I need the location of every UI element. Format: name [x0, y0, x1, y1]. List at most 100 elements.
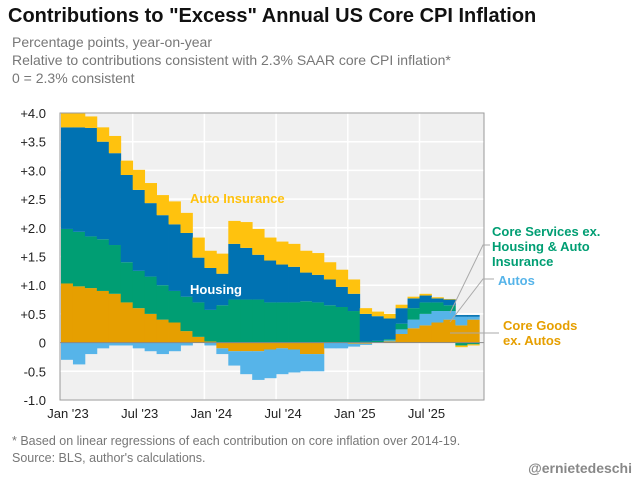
- bar-segment: [419, 325, 432, 343]
- bar-segment: [180, 232, 193, 297]
- bar-segment: [431, 322, 444, 343]
- bar-segment: [240, 222, 253, 248]
- bar-segment: [252, 299, 265, 343]
- bar-segment: [443, 299, 456, 306]
- bar-segment: [407, 328, 420, 343]
- bar-segment: [359, 343, 373, 345]
- label-core-services: Housing & Auto: [492, 239, 590, 254]
- bar-segment: [431, 302, 444, 312]
- bar-segment: [311, 253, 325, 275]
- label-housing: Housing: [190, 282, 242, 297]
- bar-segment: [132, 308, 146, 343]
- bar-segment: [371, 340, 385, 343]
- bar-segment: [144, 342, 157, 352]
- bar-segment: [383, 341, 396, 343]
- bar-segment: [84, 127, 98, 237]
- bar-segment: [180, 342, 193, 346]
- bar-segment: [96, 141, 110, 240]
- bar-segment: [264, 260, 277, 303]
- bar-segment: [144, 276, 157, 314]
- bar-segment: [72, 342, 86, 365]
- y-tick-label: +3.0: [20, 163, 46, 178]
- y-tick-label: +2.5: [20, 192, 46, 207]
- bar-segment: [156, 342, 169, 355]
- label-core-goods: Core Goods: [503, 318, 577, 333]
- bar-segment: [383, 318, 396, 340]
- bar-segment: [216, 253, 229, 274]
- bar-segment: [132, 270, 146, 309]
- y-tick-label: +1.5: [20, 250, 46, 265]
- bar-segment: [108, 153, 122, 246]
- bar-segment: [252, 351, 265, 380]
- bar-segment: [144, 313, 157, 343]
- bar-segment: [467, 316, 480, 320]
- bar-segment: [335, 307, 349, 343]
- bar-segment: [383, 340, 396, 342]
- bar-segment: [192, 302, 205, 337]
- x-tick-label: Jul '24: [265, 406, 302, 421]
- bar-segment: [216, 342, 229, 349]
- chart-subtitle-3: 0 = 2.3% consistent: [12, 70, 135, 86]
- bar-segment: [61, 283, 74, 343]
- bar-segment: [407, 298, 420, 309]
- bar-segment: [288, 302, 301, 343]
- bar-segment: [311, 274, 325, 303]
- source-note: Source: BLS, author's calculations.: [12, 451, 206, 465]
- bar-segment: [431, 298, 444, 303]
- bar-segment: [180, 331, 193, 343]
- bar-segment: [144, 203, 157, 277]
- chart-title: Contributions to "Excess" Annual US Core…: [8, 5, 537, 27]
- bar-segment: [455, 316, 468, 326]
- y-tick-label: 0: [39, 336, 46, 351]
- bar-segment: [359, 313, 373, 342]
- bar-segment: [61, 127, 74, 229]
- bar-segment: [323, 262, 337, 280]
- bar-segment: [300, 342, 313, 355]
- bar-segment: [228, 243, 241, 300]
- bar-segment: [455, 315, 468, 317]
- bar-segment: [240, 299, 253, 343]
- y-tick-label: +3.5: [20, 135, 46, 150]
- bar-segment: [431, 311, 444, 323]
- bar-segment: [204, 342, 217, 346]
- bar-segment: [156, 285, 169, 320]
- leader-line-core-services: [449, 244, 490, 314]
- bar-segment: [276, 241, 289, 265]
- leader-line-autos: [449, 278, 494, 323]
- bar-segment: [467, 344, 480, 346]
- bar-segment: [300, 272, 313, 302]
- bar-segment: [120, 302, 134, 343]
- bar-segment: [288, 243, 301, 267]
- bar-segment: [276, 342, 289, 349]
- bar-segment: [407, 319, 420, 329]
- bar-segment: [300, 354, 313, 372]
- chart-subtitle-1: Percentage points, year-on-year: [12, 34, 212, 50]
- bar-segment: [395, 329, 408, 334]
- bar-segment: [347, 343, 361, 347]
- bar-segment: [228, 342, 241, 352]
- bar-segment: [168, 322, 181, 343]
- bar-segment: [359, 308, 373, 314]
- bar-segment: [180, 212, 193, 233]
- bar-segment: [240, 351, 253, 375]
- footnote: * Based on linear regressions of each co…: [12, 434, 461, 448]
- label-auto-insurance: Auto Insurance: [190, 191, 285, 206]
- bar-segment: [120, 174, 134, 263]
- bar-segment: [300, 250, 313, 273]
- bar-segment: [371, 316, 385, 341]
- bar-segment: [455, 342, 468, 346]
- bar-segment: [168, 342, 181, 352]
- bar-segment: [276, 348, 289, 375]
- bar-segment: [311, 302, 325, 343]
- bar-segment: [407, 308, 420, 320]
- bar-segment: [61, 342, 74, 360]
- bar-segment: [359, 342, 373, 344]
- bar-segment: [240, 342, 253, 352]
- label-core-goods: ex. Autos: [503, 333, 561, 348]
- plot-frame: [59, 112, 485, 401]
- bar-segment: [467, 342, 480, 345]
- bar-segment: [276, 302, 289, 343]
- bar-segment: [120, 160, 134, 175]
- bar-segment: [383, 313, 396, 319]
